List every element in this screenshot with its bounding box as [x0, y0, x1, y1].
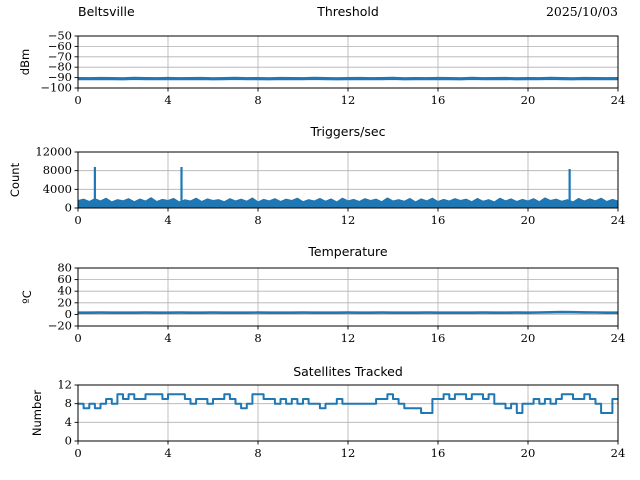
- triggers-plot: 0 4 8 12 16 20 24 0 4000 8000 12000: [35, 145, 626, 227]
- svg-text:20: 20: [57, 295, 72, 309]
- svg-text:0: 0: [74, 446, 81, 460]
- svg-text:−90: −90: [48, 70, 72, 84]
- svg-text:12: 12: [341, 331, 356, 345]
- svg-text:16: 16: [431, 213, 446, 227]
- svg-text:16: 16: [431, 446, 446, 460]
- svg-text:8: 8: [254, 446, 261, 460]
- triggers-title: Triggers/sec: [310, 124, 386, 139]
- svg-text:0: 0: [74, 93, 81, 107]
- svg-text:12: 12: [341, 213, 356, 227]
- svg-text:24: 24: [611, 446, 626, 460]
- svg-text:24: 24: [611, 93, 626, 107]
- satellites-plot: 0 4 8 12 16 20 24 0 4 8 12: [57, 378, 626, 460]
- svg-text:20: 20: [521, 331, 536, 345]
- svg-text:4: 4: [164, 93, 171, 107]
- svg-text:16: 16: [431, 331, 446, 345]
- svg-text:0: 0: [74, 213, 81, 227]
- svg-text:4000: 4000: [43, 182, 72, 196]
- svg-text:4: 4: [164, 331, 171, 345]
- svg-text:−20: −20: [48, 319, 72, 333]
- svg-text:20: 20: [521, 446, 536, 460]
- satellites-title: Satellites Tracked: [293, 364, 403, 379]
- svg-text:12: 12: [341, 446, 356, 460]
- threshold-title: Threshold: [317, 4, 379, 19]
- svg-text:20: 20: [521, 93, 536, 107]
- svg-text:16: 16: [431, 93, 446, 107]
- threshold-plot: 0 4 8 12 16 20 24 −50−60−70−80−90−100: [40, 29, 626, 107]
- panel-triggers: Triggers/sec Count 0 4 8 12 16 20 24 0 4000 8000 1…: [0, 120, 640, 240]
- svg-text:0: 0: [74, 331, 81, 345]
- temperature-title: Temperature: [308, 244, 388, 259]
- svg-text:12000: 12000: [35, 145, 72, 159]
- svg-text:8: 8: [65, 396, 72, 410]
- svg-text:80: 80: [57, 261, 72, 275]
- svg-text:−80: −80: [48, 60, 72, 74]
- svg-text:60: 60: [57, 272, 72, 286]
- svg-text:12: 12: [341, 93, 356, 107]
- station-label: Beltsville: [78, 4, 135, 19]
- svg-text:4: 4: [164, 446, 171, 460]
- svg-text:8: 8: [254, 213, 261, 227]
- svg-text:20: 20: [521, 213, 536, 227]
- svg-text:0: 0: [65, 201, 72, 215]
- svg-text:8000: 8000: [43, 163, 72, 177]
- svg-text:4: 4: [164, 213, 171, 227]
- svg-text:40: 40: [57, 284, 72, 298]
- svg-text:8: 8: [254, 93, 261, 107]
- panel-temperature: Temperature ºC 0 4 8 12 16 20 24 −20 0 20 40 60 80: [0, 240, 640, 360]
- svg-text:−70: −70: [48, 49, 72, 63]
- svg-text:−100: −100: [40, 81, 72, 95]
- svg-text:−60: −60: [48, 39, 72, 53]
- svg-text:8: 8: [254, 331, 261, 345]
- panel-satellites: Satellites Tracked Number 0 4 8 12 16 20 24 0 4 8…: [0, 360, 640, 480]
- svg-text:24: 24: [611, 213, 626, 227]
- date-label: 2025/10/03: [545, 4, 618, 19]
- svg-text:24: 24: [611, 331, 626, 345]
- svg-text:0: 0: [65, 307, 72, 321]
- svg-text:−50: −50: [48, 29, 72, 43]
- svg-text:0: 0: [65, 434, 72, 448]
- svg-text:12: 12: [57, 378, 72, 392]
- svg-text:4: 4: [65, 415, 72, 429]
